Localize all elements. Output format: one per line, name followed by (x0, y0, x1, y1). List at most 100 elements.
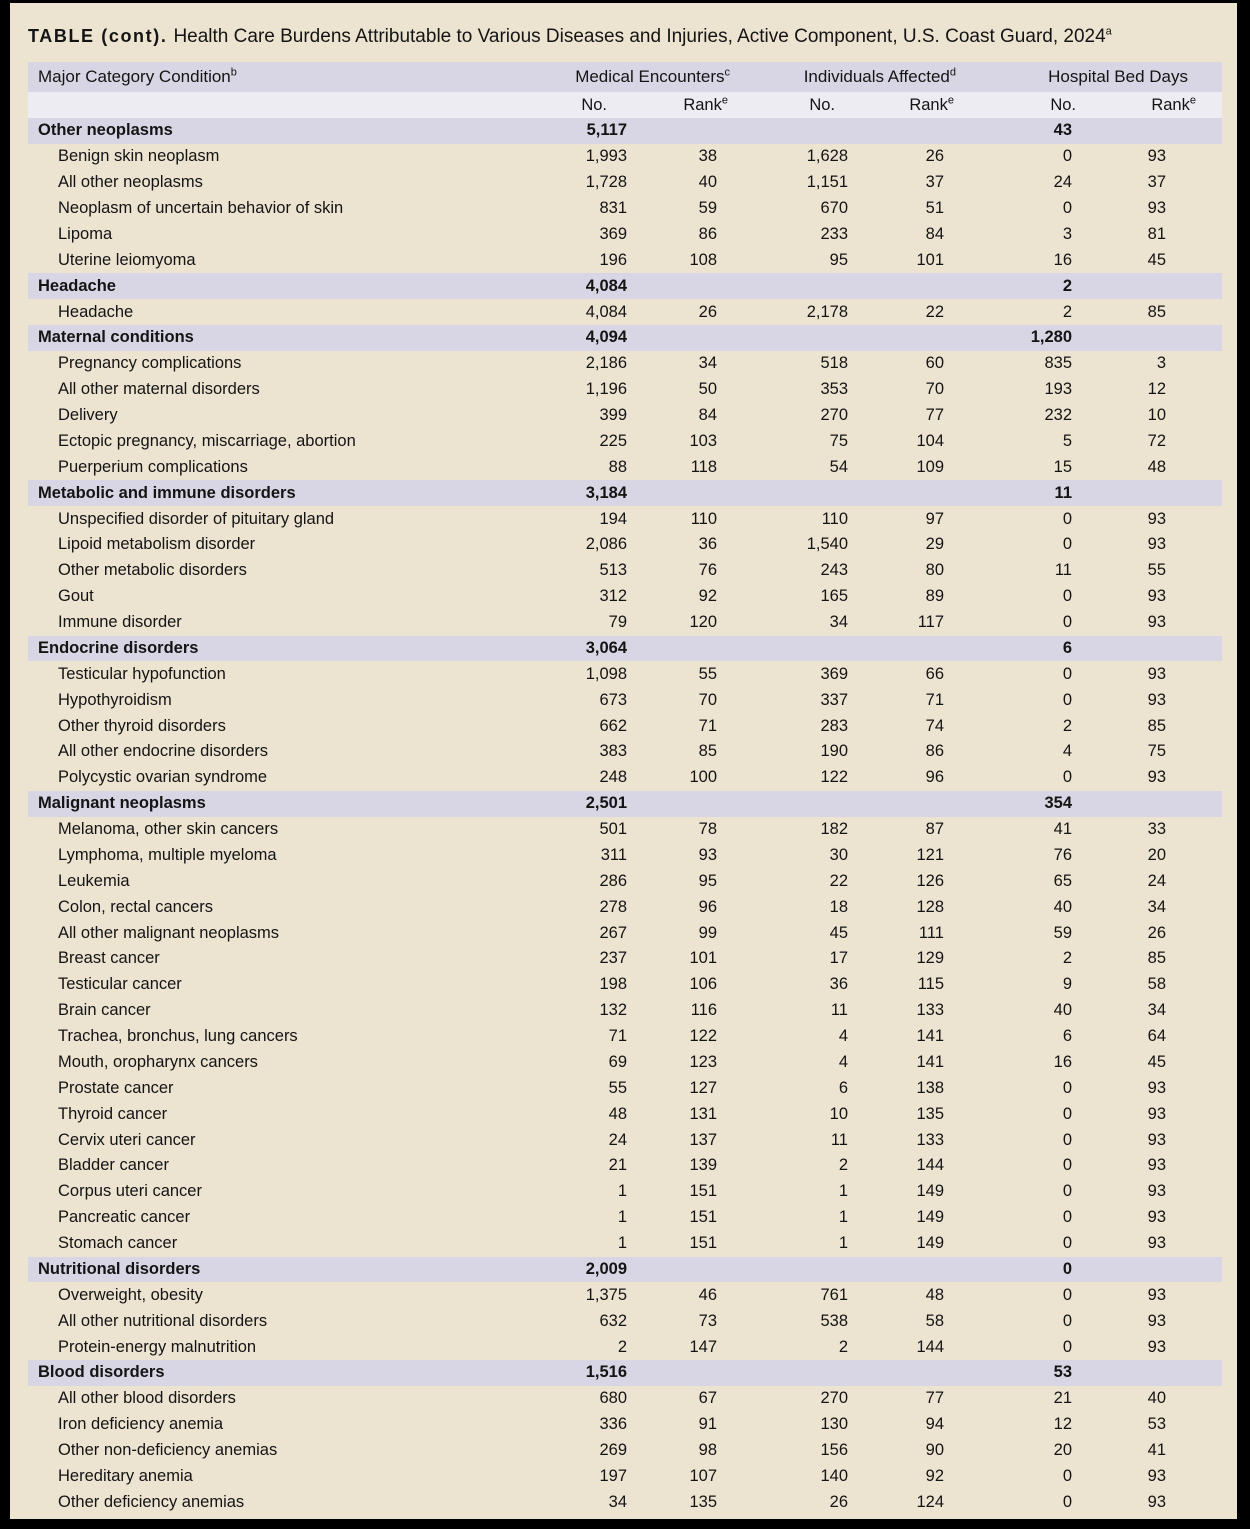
condition-cell: Stomach cancer (58, 1234, 178, 1253)
table-title: TABLE (cont). Health Care Burdens Attribu… (28, 24, 1208, 49)
hbd-rank-cell (1084, 118, 1222, 144)
hbd-rank-cell: 64 (1147, 1027, 1166, 1046)
condition-cell: Delivery (58, 406, 118, 425)
table-row: Stomach cancer 1 151 1 149 0 93 (28, 1231, 1222, 1257)
hbd-no-cell: 354 (1044, 794, 1072, 813)
condition-cell: Malignant neoplasms (38, 794, 206, 813)
ia-no-cell: 1,628 (806, 147, 848, 166)
individuals-affected-label: Individuals Affected (803, 67, 950, 86)
hbd-rank-cell: 85 (1147, 302, 1166, 321)
hbd-no-cell: 2 (1062, 276, 1072, 295)
table-row: Testicular cancer 198 106 36 115 9 58 (28, 972, 1222, 998)
hbd-no-cell: 0 (1062, 1104, 1072, 1123)
header-row-groups: Major Category Conditionb Medical Encoun… (28, 62, 1222, 92)
me-rank-cell: 36 (698, 535, 717, 554)
hbd-rank-cell (1084, 1360, 1222, 1386)
condition-cell: Leukemia (58, 871, 130, 890)
ia-rank-cell (860, 118, 956, 144)
ia-no-cell: 1 (838, 1234, 848, 1253)
hbd-rank-cell: 10 (1147, 406, 1166, 425)
me-rank-cell (640, 791, 730, 817)
subheader-hbd-rank: Ranke (1151, 94, 1196, 114)
ia-no-cell: 353 (820, 380, 848, 399)
subheader-hbd-no: No. (1050, 95, 1076, 114)
hbd-rank-cell: 45 (1147, 1052, 1166, 1071)
table-row: Benign skin neoplasm 1,993 38 1,628 26 0 93 (28, 144, 1222, 170)
me-no-cell: 4,084 (585, 302, 627, 321)
me-rank-cell: 40 (698, 173, 717, 192)
condition-cell: Iron deficiency anemia (58, 1415, 224, 1434)
table-row: Uterine leiomyoma 196 108 95 101 16 45 (28, 247, 1222, 273)
me-rank-cell: 103 (689, 431, 717, 450)
ia-rank-cell: 129 (916, 949, 944, 968)
hbd-rank-cell: 37 (1147, 173, 1166, 192)
ia-rank-cell: 115 (917, 975, 944, 994)
table-row: Mouth, oropharynx cancers 69 123 4 141 16 45 (28, 1050, 1222, 1076)
me-no-cell: 4,084 (585, 276, 627, 295)
me-rank-cell: 135 (689, 1492, 717, 1511)
ia-no-cell: 270 (820, 406, 848, 425)
hbd-rank-cell: 93 (1147, 1078, 1166, 1097)
me-no-cell: 312 (599, 587, 627, 606)
hbd-rank-cell: 34 (1147, 897, 1166, 916)
me-no-cell: 2,009 (585, 1259, 627, 1278)
hbd-rank-cell: 93 (1147, 1104, 1166, 1123)
ia-no-cell: 1 (838, 1182, 848, 1201)
ia-rank-cell: 29 (925, 535, 944, 554)
table-row: Ectopic pregnancy, miscarriage, abortion… (28, 429, 1222, 455)
ia-no-cell (730, 1360, 860, 1386)
me-rank-cell: 59 (698, 199, 717, 218)
col-header-hospital-bed-days: Hospital Bed Days (956, 62, 1222, 92)
hbd-no-cell: 11 (1054, 561, 1072, 580)
ia-rank-cell: 149 (916, 1208, 944, 1227)
hbd-rank-cell: 93 (1147, 1156, 1166, 1175)
me-rank-cell (640, 636, 730, 662)
col-header-individuals-affected: Individuals Affectedd (730, 62, 956, 92)
me-rank-cell (640, 480, 730, 506)
condition-cell: Prostate cancer (58, 1078, 174, 1097)
hbd-rank-cell: 93 (1147, 1130, 1166, 1149)
ia-rank-cell: 144 (916, 1337, 944, 1356)
me-no-cell: 311 (600, 845, 627, 864)
condition-cell: Testicular cancer (58, 975, 182, 994)
hbd-rank-cell: 55 (1147, 561, 1166, 580)
me-no-cell: 286 (599, 871, 627, 890)
me-rank-cell: 108 (689, 250, 717, 269)
me-no-cell: 34 (608, 1492, 627, 1511)
me-rank-cell: 46 (698, 1285, 717, 1304)
ia-rank-cell: 111 (918, 923, 944, 942)
me-rank-cell: 110 (690, 509, 717, 528)
hbd-no-cell: 3 (1062, 224, 1072, 243)
me-rank-cell (640, 1257, 730, 1283)
me-rank-cell: 98 (698, 1441, 717, 1460)
table-row: Gout 312 92 165 89 0 93 (28, 584, 1222, 610)
ia-no-cell: 670 (820, 199, 848, 218)
hbd-rank-cell (1084, 636, 1222, 662)
ia-rank-cell (860, 273, 956, 299)
hbd-rank-cell (1084, 480, 1222, 506)
me-no-cell: 662 (599, 716, 627, 735)
ia-no-cell: 337 (820, 690, 848, 709)
hbd-rank-cell: 45 (1147, 250, 1166, 269)
hbd-rank-cell: 93 (1147, 535, 1166, 554)
condition-cell: Puerperium complications (58, 457, 248, 476)
me-rank-cell: 71 (698, 716, 717, 735)
section-row: Nutritional disorders 2,009 0 (28, 1256, 1222, 1283)
table-body: Other neoplasms 5,117 43 Benign skin neopla… (28, 118, 1222, 1515)
hbd-no-cell: 0 (1062, 509, 1072, 528)
ia-no-cell: 1,540 (806, 535, 848, 554)
me-rank-cell (640, 118, 730, 144)
section-row: Other neoplasms 5,117 43 (28, 118, 1222, 144)
table-row: All other endocrine disorders 383 85 190 86 4… (28, 739, 1222, 765)
ia-rank-cell: 80 (925, 561, 944, 580)
ia-no-cell: 54 (829, 457, 848, 476)
me-no-cell: 132 (599, 1001, 627, 1020)
hbd-rank-cell: 41 (1147, 1441, 1166, 1460)
hbd-no-cell: 1,280 (1030, 328, 1072, 347)
ia-rank-cell: 97 (925, 509, 944, 528)
condition-cell: Ectopic pregnancy, miscarriage, abortion (58, 431, 356, 450)
hbd-rank-cell: 85 (1147, 716, 1166, 735)
ia-no-cell: 2 (838, 1337, 848, 1356)
me-no-cell: 196 (599, 250, 627, 269)
table-row: Trachea, bronchus, lung cancers 71 122 4 141… (28, 1024, 1222, 1050)
